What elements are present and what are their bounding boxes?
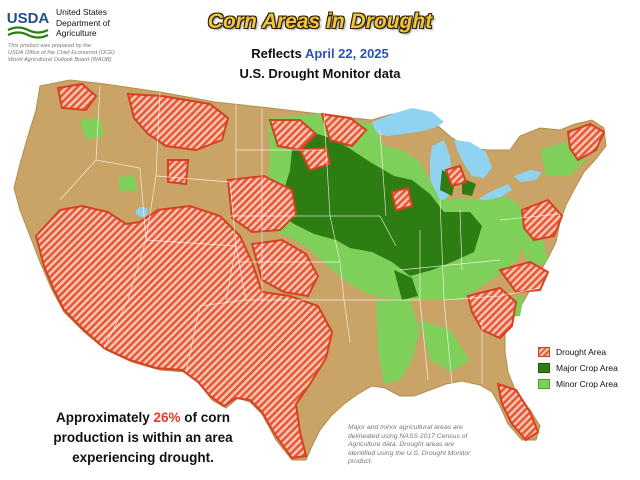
legend-label-drought: Drought Area	[556, 347, 607, 357]
map-title: Corn Areas in Drought	[207, 10, 433, 33]
lake-superior	[372, 108, 444, 136]
major-crop-swatch	[538, 363, 550, 373]
drought-swatch	[538, 347, 550, 357]
lake-ontario	[514, 170, 542, 182]
map-subtitle: Reflects April 22, 2025 U.S. Drought Mon…	[170, 44, 470, 84]
legend-item-major: Major Crop Area	[538, 360, 618, 376]
agency-line-1: United States	[56, 7, 108, 17]
prepared-line-3: World Agricultural Outlook Board (WAOB)	[8, 57, 112, 63]
usda-logo-text: USDA	[7, 10, 50, 27]
agency-line-3: Agriculture	[56, 28, 97, 38]
prepared-line-2: USDA Office of the Chief Economist (OCE)	[8, 50, 115, 56]
summary-part-2: of corn	[184, 410, 231, 425]
note-line-4: identified using the U.S. Drought Monito…	[348, 449, 471, 457]
report-date: April 22, 2025	[304, 46, 389, 61]
drought-percent: 26%	[153, 410, 181, 425]
legend-label-major: Major Crop Area	[556, 363, 618, 373]
drought-areas	[34, 82, 606, 460]
agency-line-2: Department of	[56, 17, 110, 28]
prepared-line-1: This product was prepared by the	[8, 43, 92, 49]
prepared-by-note: This product was prepared by the USDA Of…	[8, 43, 208, 64]
drought-summary: Approximately 26% of corn production is …	[28, 408, 258, 468]
summary-line-3: experiencing drought.	[72, 450, 214, 465]
note-line-1: Major and minor agricultural areas are	[348, 424, 463, 431]
methodology-note: Major and minor agricultural areas are d…	[348, 424, 538, 467]
legend: Drought Area Major Crop Area Minor Crop …	[538, 344, 618, 392]
legend-item-minor: Minor Crop Area	[538, 376, 618, 392]
legend-item-drought: Drought Area	[538, 344, 618, 360]
usda-logo: USDA	[7, 10, 50, 39]
note-line-2: delineated using NASS 2017 Census of	[348, 432, 468, 440]
great-salt-lake	[136, 207, 148, 217]
data-source: U.S. Drought Monitor data	[239, 66, 401, 81]
agency-name: United States Department of Agriculture	[56, 7, 166, 39]
minor-crop-swatch	[538, 379, 550, 389]
reflects-label: Reflects	[251, 46, 302, 61]
note-line-5: product.	[348, 458, 373, 466]
summary-part-1: Approximately	[55, 410, 150, 425]
note-line-3: Agriculture data. Drought areas are	[348, 441, 455, 449]
legend-label-minor: Minor Crop Area	[556, 379, 618, 389]
lake-huron	[454, 140, 492, 178]
state-borders	[59, 85, 561, 385]
summary-line-2: production is within an area	[53, 430, 233, 445]
